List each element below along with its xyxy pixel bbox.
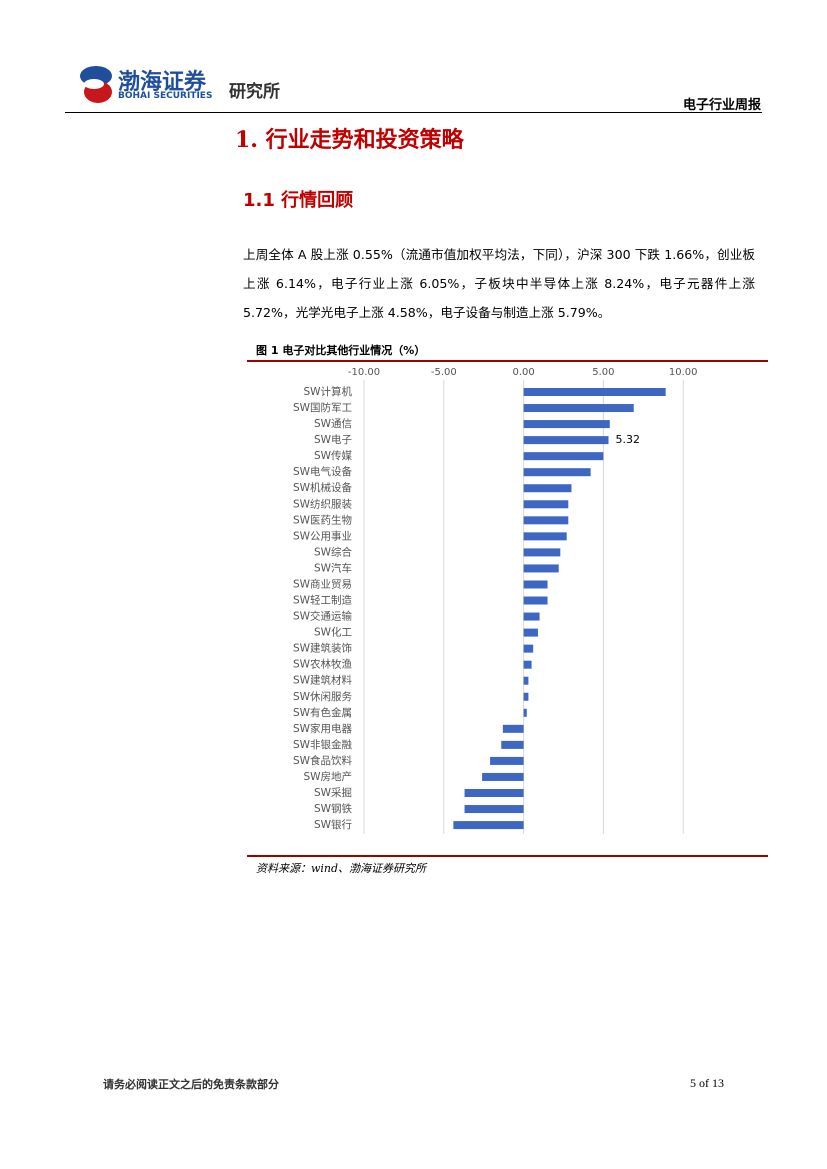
y-tick-label: SW国防军工 [293,401,352,414]
data-label: 5.32 [616,433,641,446]
y-tick-label: SW机械设备 [293,481,353,494]
figure-rule-top [247,360,768,362]
report-type: 电子行业周报 [682,98,761,113]
y-tick-label: SW交通运输 [293,610,353,623]
x-tick-label: -10.00 [348,367,380,378]
bar [523,692,529,701]
bar [523,436,609,445]
figure-caption: 图 1 电子对比其他行业情况（%） [256,344,426,357]
y-tick-label: SW化工 [314,626,352,639]
y-tick-label: SW商业贸易 [293,577,352,590]
bar [523,500,569,509]
bar [490,756,524,765]
heading: 1. 行业走势和投资策略 [235,127,464,153]
bar [523,548,561,557]
logo-en: BOHAI SECURITIES [118,91,213,101]
bar [523,676,529,685]
bar [523,628,538,637]
bar [464,789,524,797]
y-tick-label: SW家用电器 [293,722,353,735]
y-tick-label: SW钢铁 [314,802,353,815]
y-tick-label: SW休闲服务 [293,690,353,703]
y-tick-label: SW农林牧渔 [293,658,352,671]
bar [482,772,524,781]
bar [453,821,524,830]
y-tick-label: SW建筑装饰 [293,642,352,655]
logo-icon [80,66,112,103]
logo-cn: 渤海证券 [118,69,207,95]
bar [523,660,532,669]
footer-disclaimer: 请务必阅读正文之后的免责条款部分 [103,1078,279,1091]
x-tick-label: 5.00 [592,367,614,378]
bar [501,740,524,749]
bar [523,468,591,477]
x-tick-label: 10.00 [669,367,698,378]
y-tick-label: SW电子 [314,433,352,446]
bar [523,516,569,525]
bar [523,452,604,461]
bar [523,644,534,653]
y-tick-label: SW通信 [314,418,352,430]
y-tick-label: SW电气设备 [293,465,353,478]
header-rule [65,112,762,113]
bar [523,420,610,429]
bar [502,724,524,733]
bar [523,612,540,621]
y-tick-label: SW医药生物 [293,513,352,526]
y-tick-label: SW建筑材料 [293,674,353,687]
bar [523,484,572,493]
y-tick-label: SW综合 [314,545,353,558]
bar [523,388,666,396]
y-tick-label: SW轻工制造 [293,594,353,607]
y-tick-label: SW公用事业 [293,529,352,542]
figure-source: 资料来源：wind、渤海证券研究所 [256,862,427,875]
y-tick-label: SW汽车 [314,561,352,574]
bar [523,708,527,717]
bar [523,564,559,573]
y-tick-label: SW房地产 [303,770,352,783]
bar [523,580,548,589]
bar [523,596,548,605]
bar [523,532,567,541]
y-tick-label: SW食品饮料 [293,754,353,767]
figure-rule-bottom [247,855,768,857]
y-tick-label: SW采掘 [314,786,352,799]
subheading: 1.1 行情回顾 [243,190,354,211]
y-tick-label: SW传媒 [314,449,353,462]
y-tick-label: SW非银金融 [293,738,353,751]
x-tick-label: -5.00 [431,367,457,378]
bar [523,404,634,413]
y-tick-label: SW有色金属 [293,706,352,719]
bar [464,805,524,814]
institute: 研究所 [229,82,280,102]
page-number: 5 of 13 [690,1076,724,1090]
paragraph: 上周全体 A 股上涨 0.55%（流通市值加权平均法，下同），沪深 300 下跌… [243,247,755,320]
x-tick-label: 0.00 [512,367,534,378]
y-tick-label: SW计算机 [303,385,352,398]
y-tick-label: SW纺织服装 [293,497,353,510]
y-tick-label: SW银行 [314,818,353,831]
